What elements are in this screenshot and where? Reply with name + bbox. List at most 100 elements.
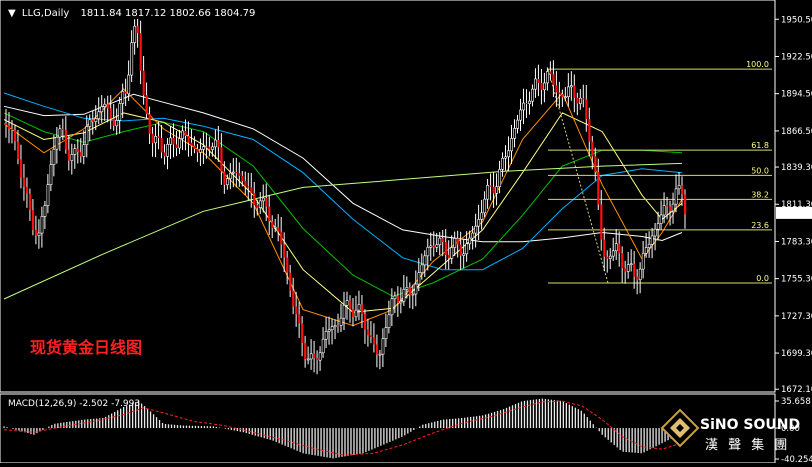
candle-up	[483, 198, 487, 214]
macd-pane[interactable]: MACD(12,26,9) -2.502 -7.993	[0, 393, 776, 464]
candle-down	[555, 85, 558, 93]
candle-up	[127, 74, 131, 95]
candle-down	[558, 92, 561, 95]
candle-up	[169, 137, 173, 145]
candlesticks	[4, 18, 687, 375]
fibonacci-retracement: 100.0 61.8 50.0 38.2 23.6 0.0	[547, 60, 772, 284]
candle-down	[582, 98, 585, 100]
candle-up	[399, 300, 403, 304]
price-tick-label: 1866.50	[781, 127, 812, 137]
candle-down	[304, 343, 307, 360]
candle-up	[638, 268, 642, 281]
candle-up	[471, 232, 475, 239]
ohlc-values: 1811.84 1817.12 1802.66 1804.79	[80, 8, 255, 19]
candle-up	[258, 200, 262, 208]
candle-down	[205, 146, 208, 148]
candle-down	[112, 118, 115, 126]
price-tick-label: 1727.30	[781, 312, 812, 322]
candle-down	[223, 171, 226, 185]
candle-down	[22, 177, 26, 187]
candle-up	[662, 205, 666, 216]
candle-down	[292, 290, 295, 307]
candle-down	[157, 136, 160, 139]
candle-up	[423, 255, 427, 266]
candle-up	[647, 243, 651, 248]
candle-down	[196, 148, 199, 153]
candle-up	[94, 118, 98, 122]
candle-up	[100, 106, 104, 113]
symbol-timeframe: LLG,Daily	[22, 8, 69, 19]
current-price-marker	[776, 206, 812, 219]
candle-down	[268, 206, 271, 222]
candle-up	[546, 71, 549, 84]
candle-down	[34, 230, 38, 236]
candle-up	[384, 327, 388, 339]
candle-up	[611, 250, 615, 257]
sino-sound-diamond-icon	[660, 408, 700, 448]
candle-down	[142, 70, 145, 96]
candle-up	[121, 91, 125, 104]
candle-down	[624, 268, 627, 272]
candle-up	[659, 214, 663, 224]
candle-down	[549, 71, 552, 75]
price-axis: 1950.50 1922.50 1894.50 1866.50 1839.30 1811.…	[775, 15, 812, 395]
candle-down	[67, 149, 71, 161]
candle-up	[674, 188, 678, 205]
candle-down	[606, 256, 609, 259]
candle-up	[465, 243, 469, 255]
candle-up	[420, 264, 424, 273]
candle-down	[289, 272, 292, 291]
candle-up	[435, 244, 439, 248]
candle-up	[214, 139, 217, 148]
candle-down	[369, 335, 373, 338]
price-tick-label: 1811.30	[781, 200, 812, 210]
candle-up	[531, 88, 534, 102]
candle-down	[636, 276, 639, 280]
candle-down	[109, 108, 112, 119]
price-tick-label: 1839.30	[781, 163, 812, 173]
candle-up	[202, 146, 205, 150]
candle-up	[650, 235, 654, 245]
candle-down	[220, 147, 223, 172]
logo-latin-text: SiNO SOUND	[700, 417, 800, 433]
candle-down	[295, 306, 298, 315]
candle-down	[172, 137, 175, 145]
candle-up	[653, 228, 657, 237]
candle-down	[597, 171, 600, 205]
candle-up	[58, 128, 62, 138]
candle-up	[614, 243, 618, 252]
price-pane[interactable]: 100.0 61.8 50.0 38.2 23.6 0.0 ▼ LLG,Daily 181…	[0, 0, 776, 393]
candle-up	[115, 120, 119, 127]
candle-down	[76, 148, 79, 152]
candle-down	[666, 205, 669, 207]
macd-signal-line	[3, 400, 683, 456]
candle-down	[360, 304, 364, 315]
candle-up	[656, 223, 660, 230]
candle-down	[684, 194, 687, 215]
candle-up	[468, 237, 472, 245]
candle-down	[594, 156, 597, 172]
candle-up	[567, 86, 570, 98]
candle-up	[199, 149, 202, 153]
fib-level-label: 61.8	[751, 141, 769, 150]
candle-down	[139, 33, 142, 71]
candle-down	[432, 245, 435, 248]
candle-up	[306, 358, 310, 361]
candle-up	[495, 186, 499, 194]
candle-up	[232, 171, 235, 174]
candle-up	[339, 317, 343, 326]
candle-down	[151, 133, 154, 143]
candle-up	[211, 146, 214, 150]
candle-down	[247, 186, 250, 188]
candle-up	[387, 314, 391, 328]
price-tick-label: 1894.50	[781, 90, 812, 100]
macd-histogram	[3, 398, 687, 459]
candle-up	[411, 293, 415, 296]
candle-down	[136, 26, 139, 34]
candle-up	[97, 111, 101, 119]
logo-chinese-text: 漢 聲 集 團	[705, 437, 790, 453]
candle-down	[286, 257, 289, 273]
candle-down	[444, 242, 447, 255]
candle-down	[681, 185, 684, 195]
